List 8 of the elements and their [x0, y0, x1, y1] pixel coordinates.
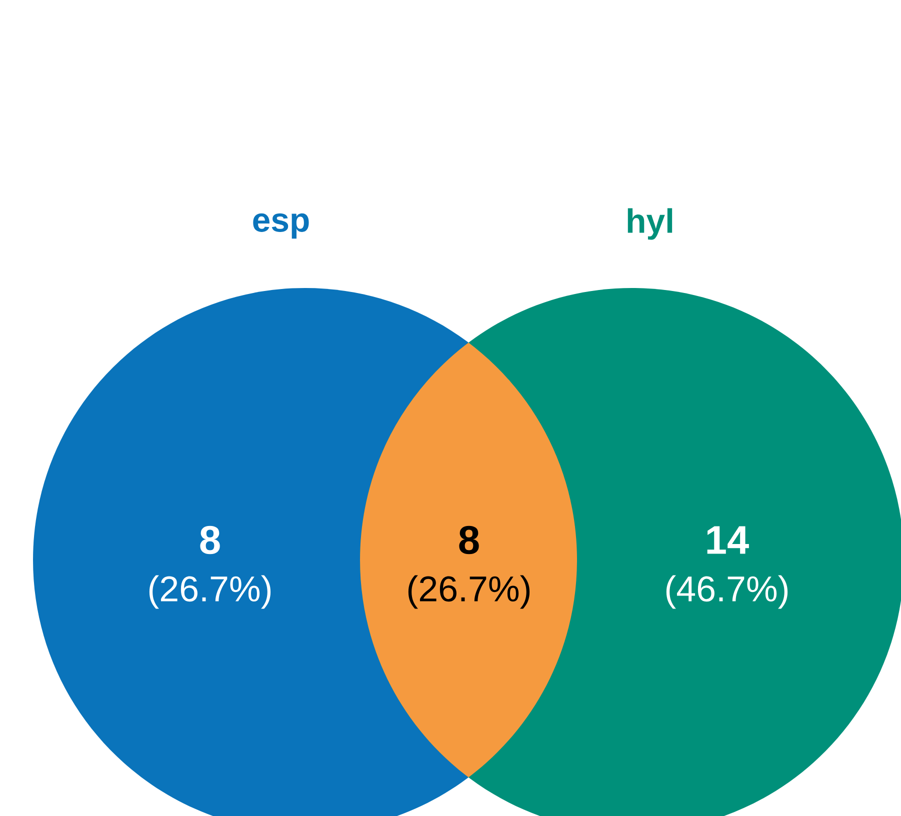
text: (26.7%)	[149, 575, 271, 609]
category-label: esp	[253, 213, 309, 239]
text: (46.7%)	[666, 575, 788, 609]
data-label: 14	[707, 526, 749, 554]
text: (26.7%)	[408, 575, 530, 609]
data-label: 8	[200, 526, 220, 554]
category-label: hyl	[628, 208, 672, 240]
data-label: 8	[459, 526, 479, 554]
